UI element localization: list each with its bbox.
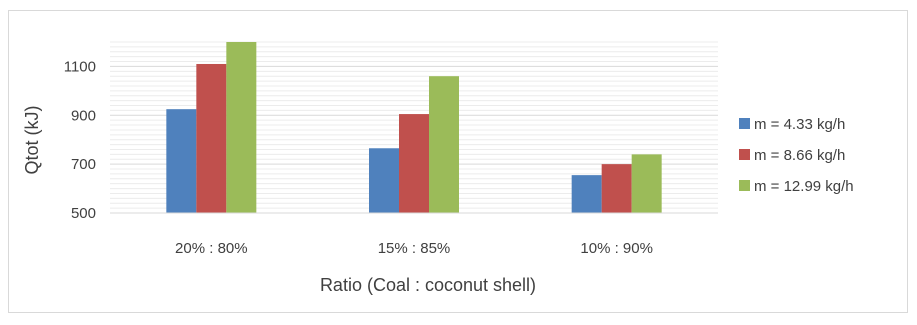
legend: m = 4.33 kg/h m = 8.66 kg/h m = 12.99 kg/h: [739, 116, 854, 195]
bar-2-3: [601, 164, 632, 213]
tick-labels: 500 700 900 1100 20% : 80% 15% : 85% 10% : 90%: [64, 58, 653, 257]
bar-1-3: [571, 175, 602, 213]
legend-swatch: [739, 180, 750, 191]
legend-swatch: [739, 149, 750, 160]
legend-swatch: [739, 118, 750, 129]
bars: [110, 42, 718, 214]
legend-label: m = 4.33 kg/h: [754, 116, 845, 133]
bar-2-2: [399, 114, 429, 213]
y-axis-title: Qtot (kJ): [22, 105, 42, 174]
x-tick-label: 20% : 80%: [175, 240, 248, 257]
y-tick-label: 500: [71, 205, 96, 222]
bar-1-1: [166, 109, 197, 213]
x-tick-label: 15% : 85%: [378, 240, 451, 257]
y-tick-label: 700: [71, 156, 96, 173]
x-tick-label: 10% : 90%: [580, 240, 653, 257]
bar-3-1: [226, 42, 257, 213]
legend-label: m = 12.99 kg/h: [754, 178, 854, 195]
legend-label: m = 8.66 kg/h: [754, 147, 845, 164]
bar-3-3: [631, 154, 662, 213]
bar-1-2: [369, 148, 399, 213]
y-tick-label: 1100: [64, 58, 96, 75]
bar-2-1: [196, 63, 227, 213]
x-axis-title: Ratio (Coal : coconut shell): [320, 275, 536, 295]
y-tick-label: 900: [71, 107, 96, 124]
bar-3-2: [429, 76, 459, 213]
